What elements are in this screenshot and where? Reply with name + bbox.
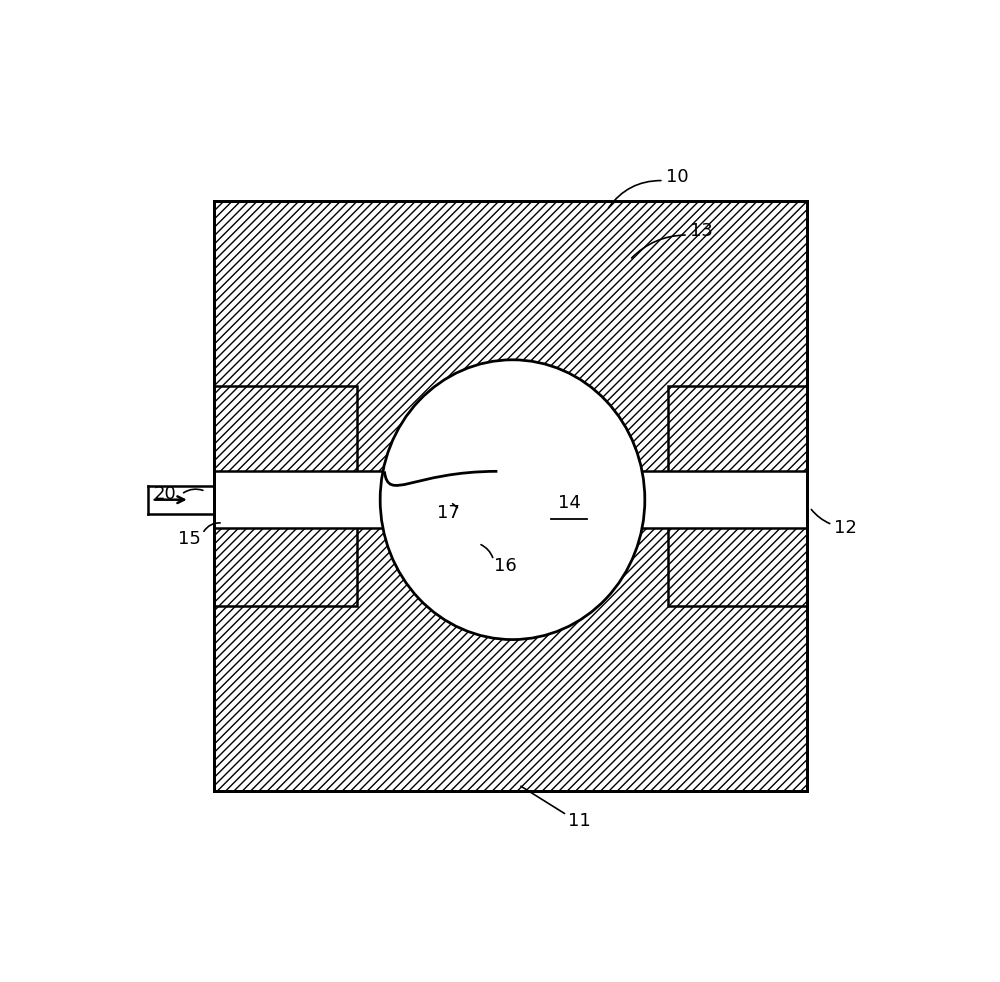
FancyArrowPatch shape (184, 489, 203, 493)
Bar (148, 486, 214, 514)
Text: 15: 15 (178, 530, 201, 548)
Bar (214, 386, 357, 606)
FancyArrowPatch shape (811, 510, 830, 523)
FancyArrowPatch shape (632, 235, 685, 258)
Bar (668, 386, 807, 606)
Text: 12: 12 (834, 518, 857, 537)
Text: 20: 20 (153, 485, 176, 504)
FancyArrowPatch shape (453, 504, 457, 508)
FancyArrowPatch shape (481, 545, 493, 558)
Bar (214, 471, 807, 528)
Text: 13: 13 (690, 222, 713, 241)
Bar (214, 201, 807, 791)
Bar (214, 386, 357, 606)
Text: 14: 14 (558, 495, 581, 513)
Text: 11: 11 (568, 812, 590, 830)
FancyArrowPatch shape (609, 181, 661, 208)
Bar (668, 386, 807, 606)
Text: 16: 16 (494, 557, 516, 575)
Text: 10: 10 (666, 168, 689, 186)
FancyArrowPatch shape (204, 522, 220, 531)
Ellipse shape (380, 359, 645, 639)
Text: 17: 17 (437, 504, 460, 521)
FancyArrowPatch shape (521, 787, 565, 813)
Bar (214, 201, 807, 791)
